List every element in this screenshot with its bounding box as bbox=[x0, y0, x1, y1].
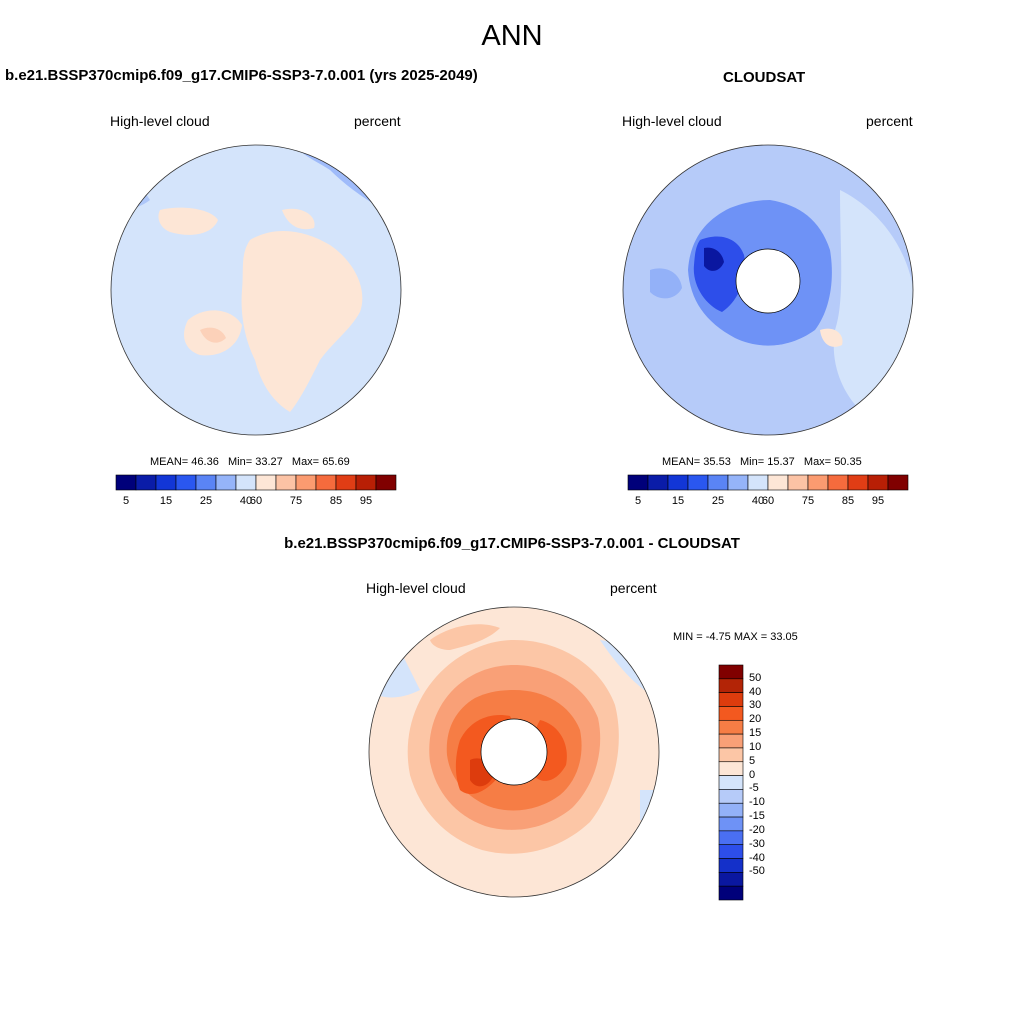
obs-colorbar-swatch bbox=[647, 474, 669, 491]
model-colorbar-swatch bbox=[195, 474, 217, 491]
diff-units-label: percent bbox=[610, 580, 657, 596]
model-units-label: percent bbox=[354, 113, 401, 129]
model-polar-map bbox=[110, 144, 402, 436]
obs-colorbar-swatch bbox=[867, 474, 889, 491]
diff-colorbar-swatch bbox=[718, 816, 744, 832]
diff-colorbar-tick-label: -10 bbox=[749, 796, 765, 809]
diff-colorbar-swatch bbox=[718, 678, 744, 693]
diff-colorbar-tick-label: 30 bbox=[749, 699, 762, 712]
model-colorbar-swatch bbox=[175, 474, 197, 491]
diff-colorbar-swatch bbox=[718, 844, 744, 859]
diff-colorbar-tick-label: -15 bbox=[749, 810, 765, 823]
diff-colorbar-swatch bbox=[718, 664, 744, 680]
diff-colorbar-tick-label: -40 bbox=[749, 851, 765, 864]
obs-colorbar-tick-label: 25 bbox=[711, 495, 725, 507]
model-colorbar-swatch bbox=[295, 474, 317, 491]
diff-colorbar-swatch bbox=[718, 872, 744, 887]
obs-colorbar-swatch bbox=[827, 474, 849, 491]
model-variable-label: High-level cloud bbox=[110, 113, 210, 129]
model-colorbar-tick-label: 15 bbox=[159, 495, 173, 507]
diff-colorbar-swatch bbox=[718, 733, 744, 749]
model-colorbar-tick-label: 95 bbox=[359, 495, 373, 507]
model-colorbar-tick-label: 75 bbox=[289, 495, 303, 507]
model-colorbar-tick-label: 85 bbox=[329, 495, 343, 507]
diff-panel-title: b.e21.BSSP370cmip6.f09_g17.CMIP6-SSP3-7.… bbox=[284, 535, 740, 552]
obs-colorbar-tick-label: 85 bbox=[841, 495, 855, 507]
diff-colorbar-tick-label: -50 bbox=[749, 865, 765, 878]
model-panel-title: b.e21.BSSP370cmip6.f09_g17.CMIP6-SSP3-7.… bbox=[5, 67, 478, 84]
model-colorbar-tick-label: 5 bbox=[122, 495, 130, 507]
diff-colorbar-tick-label: -30 bbox=[749, 837, 765, 850]
obs-colorbar-tick-label: 15 bbox=[671, 495, 685, 507]
diff-colorbar-tick-label: 40 bbox=[749, 685, 762, 698]
figure-title: ANN bbox=[481, 20, 543, 52]
obs-colorbar-swatch bbox=[767, 474, 789, 491]
diff-colorbar-swatch bbox=[718, 761, 744, 776]
diff-colorbar-tick-label: 20 bbox=[749, 713, 762, 726]
model-colorbar-swatch bbox=[315, 474, 337, 491]
model-colorbar-swatch bbox=[335, 474, 357, 491]
obs-colorbar-swatch bbox=[627, 474, 649, 491]
model-colorbar-swatch bbox=[275, 474, 297, 491]
diff-colorbar-tick-label: 50 bbox=[749, 671, 762, 684]
model-colorbar-swatch bbox=[135, 474, 157, 491]
obs-colorbar-tick-label: 40 bbox=[751, 495, 765, 507]
diff-colorbar-tick-label: 5 bbox=[749, 754, 756, 767]
model-colorbar-swatch bbox=[235, 474, 257, 491]
diff-colorbar-swatch bbox=[718, 775, 744, 790]
obs-colorbar-tick-label: 5 bbox=[634, 495, 642, 507]
diff-colorbar-swatch bbox=[718, 802, 744, 818]
model-colorbar-tick-label: 40 bbox=[239, 495, 253, 507]
obs-colorbar-swatch bbox=[807, 474, 829, 491]
obs-colorbar-swatch bbox=[727, 474, 749, 491]
diff-colorbar-swatch bbox=[718, 719, 744, 735]
obs-colorbar-swatch bbox=[707, 474, 729, 491]
obs-colorbar-swatch bbox=[787, 474, 809, 491]
obs-variable-label: High-level cloud bbox=[622, 113, 722, 129]
obs-colorbar-tick-label: 75 bbox=[801, 495, 815, 507]
diff-colorbar-swatch bbox=[718, 885, 744, 901]
obs-panel-title: CLOUDSAT bbox=[723, 69, 806, 86]
diff-colorbar-swatch bbox=[718, 692, 744, 707]
model-colorbar-swatch bbox=[115, 474, 137, 491]
diff-colorbar-tick-label: -5 bbox=[749, 782, 759, 795]
obs-units-label: percent bbox=[866, 113, 913, 129]
model-stats: MEAN= 46.36 Min= 33.27 Max= 65.69 bbox=[150, 456, 350, 468]
obs-colorbar-swatch bbox=[847, 474, 869, 491]
diff-colorbar-swatch bbox=[718, 747, 744, 763]
obs-colorbar-swatch bbox=[747, 474, 769, 491]
obs-polar-map bbox=[622, 144, 914, 436]
diff-colorbar-swatch bbox=[718, 706, 744, 721]
diff-colorbar-tick-label: 15 bbox=[749, 727, 762, 740]
model-colorbar-tick-label: 25 bbox=[199, 495, 213, 507]
model-colorbar-tick-label: 60 bbox=[249, 495, 263, 507]
diff-colorbar-tick-label: 0 bbox=[749, 768, 756, 781]
obs-colorbar-swatch bbox=[687, 474, 709, 491]
model-colorbar-swatch bbox=[215, 474, 237, 491]
model-colorbar-swatch bbox=[155, 474, 177, 491]
diff-polar-map bbox=[368, 606, 660, 898]
obs-colorbar-swatch bbox=[887, 474, 909, 491]
diff-colorbar-tick-label: 10 bbox=[749, 740, 762, 753]
model-colorbar-swatch bbox=[255, 474, 277, 491]
model-colorbar-swatch bbox=[375, 474, 397, 491]
obs-colorbar-tick-label: 60 bbox=[761, 495, 775, 507]
model-colorbar-swatch bbox=[355, 474, 377, 491]
obs-colorbar-swatch bbox=[667, 474, 689, 491]
obs-colorbar-tick-label: 95 bbox=[871, 495, 885, 507]
diff-stats: MIN = -4.75 MAX = 33.05 bbox=[673, 631, 798, 643]
diff-colorbar-tick-label: -20 bbox=[749, 823, 765, 836]
diff-variable-label: High-level cloud bbox=[366, 580, 466, 596]
diff-colorbar-swatch bbox=[718, 858, 744, 873]
diff-colorbar-swatch bbox=[718, 830, 744, 846]
obs-stats: MEAN= 35.53 Min= 15.37 Max= 50.35 bbox=[662, 456, 862, 468]
diff-colorbar-swatch bbox=[718, 789, 744, 804]
